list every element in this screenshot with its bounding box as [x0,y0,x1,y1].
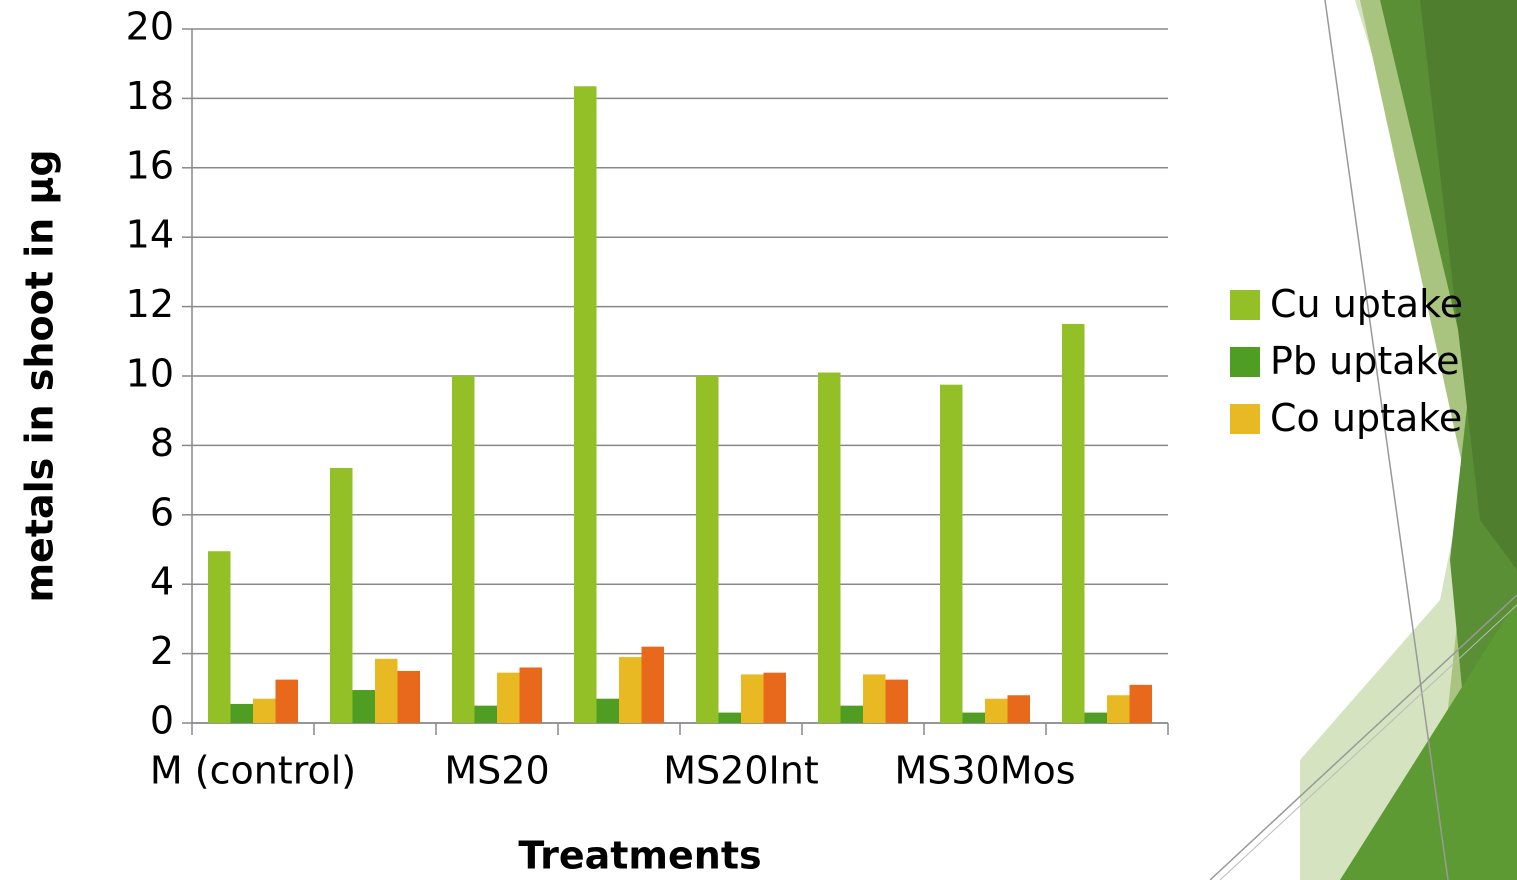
legend-label: Cu uptake [1270,282,1463,327]
bar [940,385,963,723]
y-tick-label: 16 [126,143,174,187]
x-tick-label: MS20Int [663,749,818,793]
bar [574,86,597,723]
y-tick-label: 6 [150,490,174,534]
x-tick-label: MS20 [444,749,549,793]
legend-item: Co uptake [1230,396,1463,441]
legend-swatch [1230,347,1260,377]
bar [353,690,376,723]
bar [520,667,543,723]
y-tick-label: 12 [126,282,174,326]
page: {"chart_data": {"type": "bar", "x_label"… [0,0,1517,880]
bar [208,551,231,723]
bar [719,713,742,723]
y-tick-label: 10 [126,352,174,396]
x-tick-label: MS30Mos [894,749,1075,793]
bar [841,706,864,723]
bar [741,674,764,723]
bar [963,713,986,723]
bar [886,680,909,723]
bar [818,373,841,723]
bar [764,673,787,723]
x-axis-title: Treatments [518,834,761,878]
bar [985,699,1008,723]
bar [1008,695,1031,723]
bar [231,704,254,723]
bar [863,674,886,723]
legend-item: Cu uptake [1230,282,1463,327]
y-tick-label: 8 [150,421,174,465]
bar [452,376,475,723]
legend-swatch [1230,404,1260,434]
legend-swatch [1230,290,1260,320]
legend-label: Pb uptake [1270,339,1460,384]
legend-label: Co uptake [1270,396,1462,441]
y-tick-label: 18 [126,74,174,118]
bar [1130,685,1153,723]
bar [1085,713,1108,723]
bar [375,659,398,723]
bar [497,673,520,723]
bar [597,699,620,723]
x-tick-label: M (control) [150,749,356,793]
y-tick-label: 4 [150,560,174,604]
y-tick-label: 14 [126,213,174,257]
bar [475,706,498,723]
legend: Cu uptake Pb uptake Co uptake [1230,282,1463,453]
bar [253,699,276,723]
y-tick-label: 20 [126,5,174,49]
bar [696,376,719,723]
bar [1062,324,1085,723]
bar [1107,695,1130,723]
y-axis-title: metals in shoot in µg [18,149,62,602]
bar [642,647,665,723]
legend-item: Pb uptake [1230,339,1463,384]
bar [398,671,421,723]
bar [330,468,353,723]
y-tick-label: 0 [150,699,174,743]
bar [276,680,299,723]
y-tick-label: 2 [150,629,174,673]
bar [619,657,642,723]
